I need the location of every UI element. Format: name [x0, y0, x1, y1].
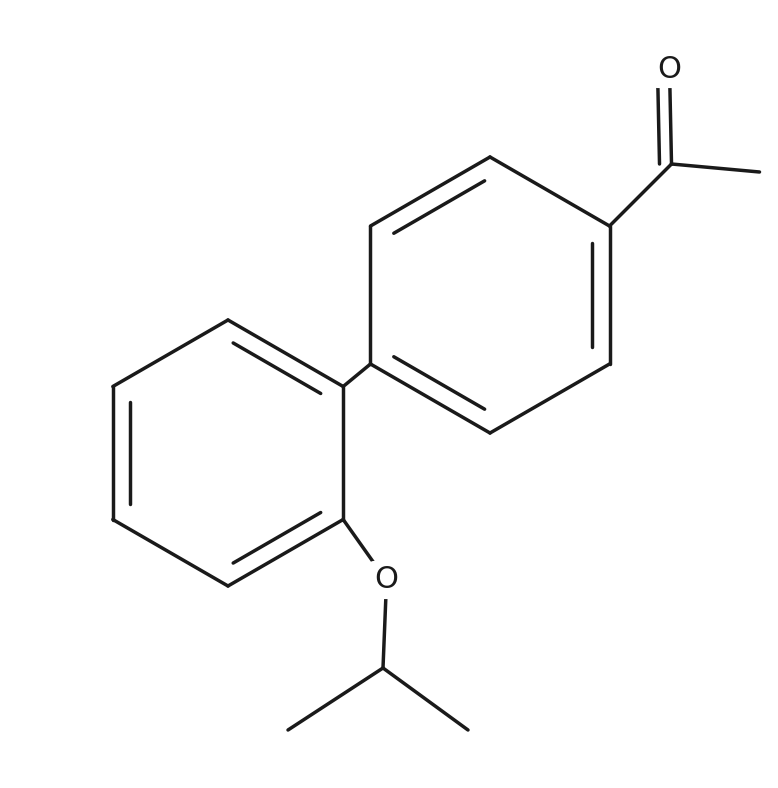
Text: O: O: [374, 566, 398, 594]
Text: O: O: [657, 54, 682, 84]
